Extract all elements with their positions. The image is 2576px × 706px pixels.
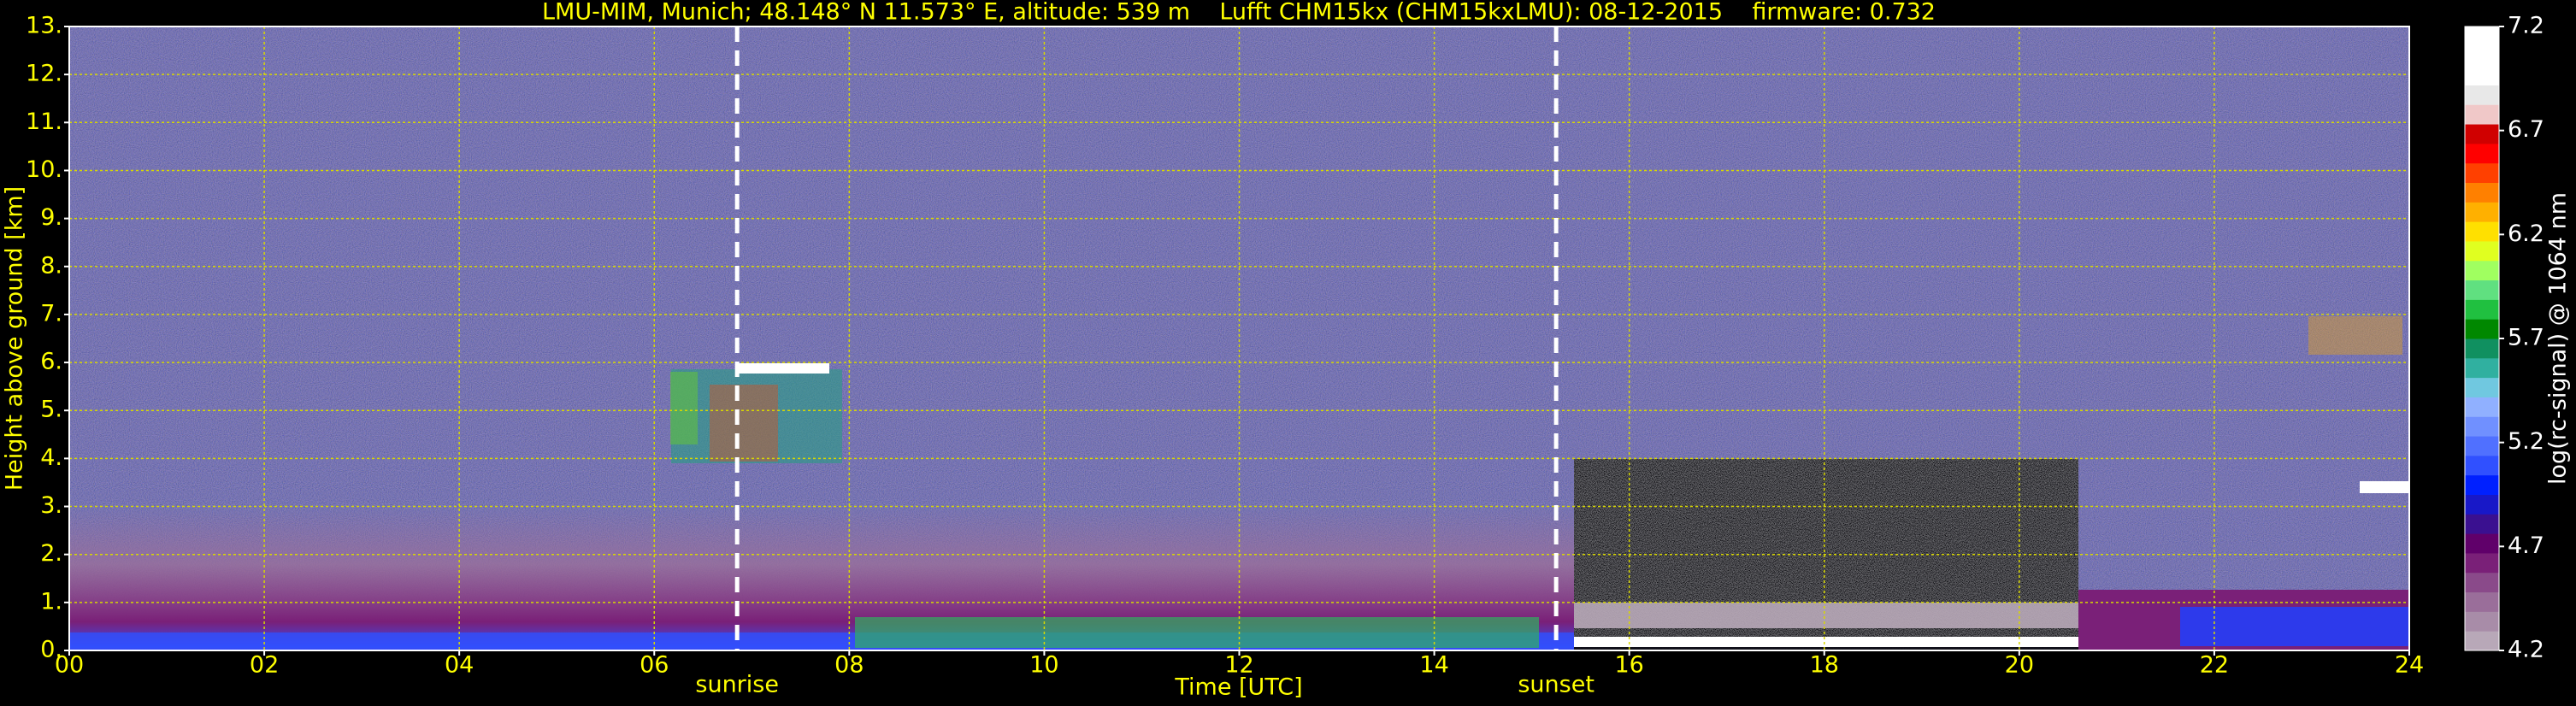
colorbar-tick-label: 6.2 bbox=[2508, 221, 2544, 247]
y-tick-label: 8. bbox=[40, 252, 62, 279]
colorbar-swatch bbox=[2465, 338, 2499, 359]
colorbar-swatch bbox=[2465, 631, 2499, 651]
cloud-core bbox=[710, 385, 778, 462]
colorbar-swatch bbox=[2465, 552, 2499, 574]
cloud-top bbox=[735, 363, 829, 374]
colorbar-swatch bbox=[2465, 182, 2499, 203]
colorbar-swatch bbox=[2465, 533, 2499, 554]
colorbar-tick-label: 4.2 bbox=[2508, 637, 2544, 663]
cloud-high bbox=[2308, 316, 2402, 355]
night-layer bbox=[1574, 603, 2078, 628]
x-tick-label: 24 bbox=[2395, 652, 2424, 679]
x-tick-label: 06 bbox=[640, 652, 669, 679]
y-tick-label: 0. bbox=[40, 637, 62, 663]
y-tick-label: 3. bbox=[40, 492, 62, 519]
colorbar-swatch bbox=[2465, 279, 2499, 300]
colorbar-swatch bbox=[2465, 572, 2499, 593]
y-tick-label: 2. bbox=[40, 540, 62, 567]
colorbar-swatch bbox=[2465, 591, 2499, 612]
sun-marker-label: sunrise bbox=[695, 672, 779, 698]
y-tick-label: 12. bbox=[26, 61, 62, 87]
colorbar-swatch bbox=[2465, 455, 2499, 476]
colorbar-swatch bbox=[2465, 221, 2499, 242]
x-tick-label: 10 bbox=[1029, 652, 1058, 679]
colorbar-swatch bbox=[2465, 474, 2499, 495]
x-tick-label: 08 bbox=[834, 652, 864, 679]
x-tick-label: 18 bbox=[1810, 652, 1839, 679]
colorbar-tick-label: 6.7 bbox=[2508, 116, 2544, 143]
colorbar-swatch bbox=[2465, 260, 2499, 281]
colorbar-swatch bbox=[2465, 26, 2499, 47]
colorbar-swatch bbox=[2465, 377, 2499, 397]
colorbar-swatch bbox=[2465, 124, 2499, 144]
colorbar-swatch bbox=[2465, 416, 2499, 437]
colorbar-tick-label: 7.2 bbox=[2508, 13, 2544, 39]
y-tick-label: 5. bbox=[40, 397, 62, 423]
x-tick-label: 04 bbox=[445, 652, 474, 679]
colorbar-tick-label: 4.7 bbox=[2508, 532, 2544, 559]
colorbar-swatch bbox=[2465, 162, 2499, 183]
cloud-low bbox=[2360, 481, 2409, 493]
colorbar-swatch bbox=[2465, 357, 2499, 379]
colorbar-tick-label: 5.2 bbox=[2508, 428, 2544, 455]
y-tick-label: 1. bbox=[40, 588, 62, 615]
x-axis-label: Time [UTC] bbox=[1174, 674, 1302, 701]
surface-layer-green bbox=[855, 617, 1539, 648]
cloud-small bbox=[670, 372, 698, 444]
chart-title: LMU-MIM, Munich; 48.148° N 11.573° E, al… bbox=[542, 0, 1936, 26]
colorbar-swatch bbox=[2465, 202, 2499, 222]
colorbar-swatch bbox=[2465, 514, 2499, 534]
x-tick-label: 22 bbox=[2200, 652, 2229, 679]
colorbar-swatch bbox=[2465, 85, 2499, 105]
colorbar-tick-label: 5.7 bbox=[2508, 325, 2544, 351]
colorbar-swatch bbox=[2465, 611, 2499, 632]
colorbar-swatch bbox=[2465, 319, 2499, 339]
y-axis-label: Height above ground [km] bbox=[2, 186, 28, 491]
y-tick-label: 10. bbox=[26, 156, 62, 183]
y-tick-label: 11. bbox=[26, 109, 62, 135]
x-tick-label: 12 bbox=[1224, 652, 1253, 679]
y-tick-label: 6. bbox=[40, 349, 62, 375]
y-tick-label: 13. bbox=[26, 13, 62, 39]
night-surface bbox=[1574, 637, 2078, 647]
colorbar-swatch bbox=[2465, 65, 2499, 85]
colorbar-label: log(rc-signal) @ 1064 nm bbox=[2545, 192, 2572, 485]
late-layer-blue bbox=[2180, 607, 2409, 646]
x-tick-label: 14 bbox=[1419, 652, 1448, 679]
x-tick-label: 00 bbox=[55, 652, 84, 679]
axes: 0. 1. 2. 3. 4. 5. 6. 7. 8. 9. 10. 11. 12. 13. 00 02 04 06… bbox=[26, 13, 2424, 698]
y-tick-label: 4. bbox=[40, 444, 62, 471]
colorbar-swatch bbox=[2465, 104, 2499, 125]
y-tick-label: 7. bbox=[40, 300, 62, 327]
x-tick-label: 20 bbox=[2005, 652, 2034, 679]
colorbar-swatch bbox=[2465, 494, 2499, 515]
colorbar-swatch bbox=[2465, 240, 2499, 262]
cloud bbox=[671, 369, 842, 463]
sun-marker-label: sunset bbox=[1518, 672, 1595, 698]
plot-frame bbox=[68, 26, 2410, 651]
colorbar-swatch bbox=[2465, 143, 2499, 164]
colorbar-swatch bbox=[2465, 45, 2499, 67]
colorbar-swatch bbox=[2465, 299, 2499, 320]
x-tick-label: 16 bbox=[1614, 652, 1643, 679]
colorbar: 4.2 4.7 5.2 5.7 6.2 6.7 7.2 log(rc-signal) @ 10… bbox=[2464, 13, 2572, 663]
y-tick-label: 9. bbox=[40, 204, 62, 231]
colorbar-swatch bbox=[2465, 397, 2499, 417]
colorbar-swatch bbox=[2465, 436, 2499, 456]
x-tick-label: 02 bbox=[250, 652, 279, 679]
